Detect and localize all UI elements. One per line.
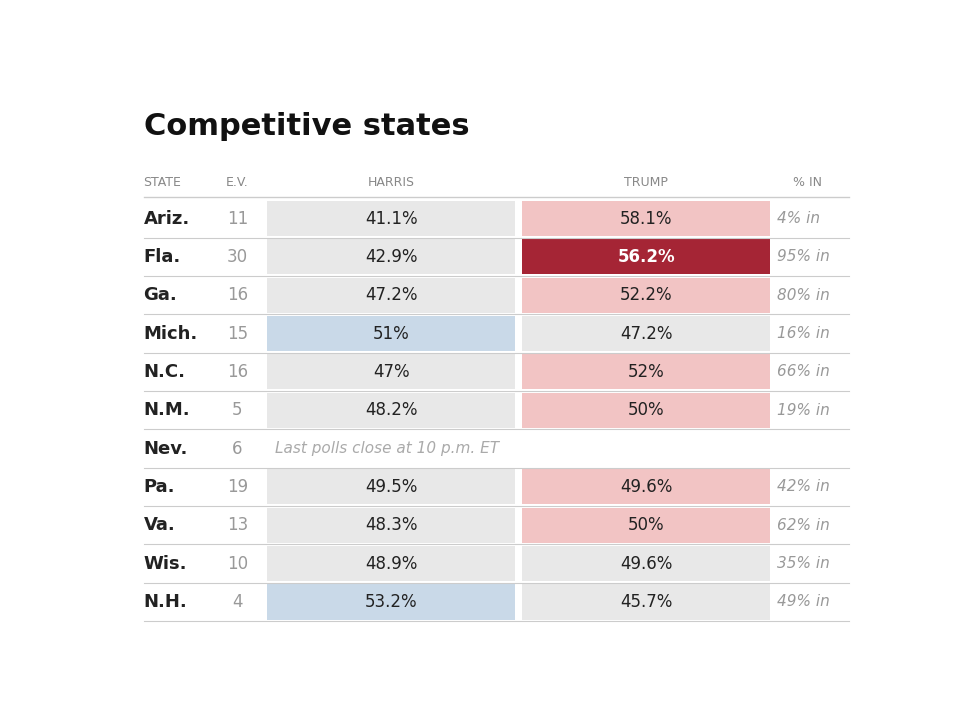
Text: 15: 15	[227, 325, 248, 343]
FancyBboxPatch shape	[523, 470, 770, 505]
Text: 41.1%: 41.1%	[365, 210, 417, 227]
Text: 50%: 50%	[628, 516, 664, 534]
Text: 10: 10	[227, 555, 248, 572]
Text: 45.7%: 45.7%	[620, 593, 673, 611]
FancyBboxPatch shape	[267, 316, 515, 351]
Text: 66% in: 66% in	[777, 365, 831, 379]
Text: 19: 19	[227, 478, 248, 496]
Text: Wis.: Wis.	[143, 555, 187, 572]
Text: 4% in: 4% in	[777, 211, 821, 226]
FancyBboxPatch shape	[267, 393, 515, 428]
Text: 47%: 47%	[373, 363, 409, 381]
Text: Ariz.: Ariz.	[143, 210, 190, 227]
Text: N.M.: N.M.	[143, 401, 190, 420]
Text: 49.5%: 49.5%	[365, 478, 417, 496]
Text: 62% in: 62% in	[777, 517, 831, 533]
Text: Nev.: Nev.	[143, 439, 188, 458]
Text: Pa.: Pa.	[143, 478, 175, 496]
Text: 16: 16	[227, 363, 248, 381]
FancyBboxPatch shape	[523, 239, 770, 275]
FancyBboxPatch shape	[267, 239, 515, 275]
FancyBboxPatch shape	[267, 508, 515, 543]
Text: % IN: % IN	[793, 175, 822, 189]
FancyBboxPatch shape	[523, 201, 770, 236]
Text: 52.2%: 52.2%	[620, 287, 673, 304]
Text: 53.2%: 53.2%	[365, 593, 417, 611]
Text: STATE: STATE	[143, 175, 181, 189]
Text: 13: 13	[227, 516, 248, 534]
Text: Va.: Va.	[143, 516, 175, 534]
Text: 16: 16	[227, 287, 248, 304]
Text: 48.2%: 48.2%	[365, 401, 417, 420]
Text: Competitive states: Competitive states	[143, 112, 469, 141]
Text: N.C.: N.C.	[143, 363, 186, 381]
Text: Last polls close at 10 p.m. ET: Last polls close at 10 p.m. ET	[275, 441, 499, 456]
Text: 56.2%: 56.2%	[618, 248, 675, 266]
Text: 42.9%: 42.9%	[365, 248, 417, 266]
FancyBboxPatch shape	[523, 393, 770, 428]
FancyBboxPatch shape	[267, 546, 515, 582]
Text: 49.6%: 49.6%	[620, 478, 673, 496]
FancyBboxPatch shape	[523, 316, 770, 351]
Text: 49% in: 49% in	[777, 594, 831, 610]
Text: 58.1%: 58.1%	[620, 210, 673, 227]
FancyBboxPatch shape	[267, 354, 515, 389]
Text: 11: 11	[227, 210, 248, 227]
Text: 48.9%: 48.9%	[365, 555, 417, 572]
FancyBboxPatch shape	[267, 470, 515, 505]
Text: Mich.: Mich.	[143, 325, 197, 343]
Text: 47.2%: 47.2%	[620, 325, 673, 343]
Text: TRUMP: TRUMP	[624, 175, 668, 189]
Text: 48.3%: 48.3%	[365, 516, 417, 534]
Text: 50%: 50%	[628, 401, 664, 420]
Text: 95% in: 95% in	[777, 249, 831, 265]
Text: 19% in: 19% in	[777, 403, 831, 417]
FancyBboxPatch shape	[523, 354, 770, 389]
Text: 42% in: 42% in	[777, 479, 831, 494]
FancyBboxPatch shape	[523, 508, 770, 543]
Text: 5: 5	[232, 401, 243, 420]
Text: HARRIS: HARRIS	[368, 175, 414, 189]
FancyBboxPatch shape	[523, 277, 770, 313]
FancyBboxPatch shape	[523, 546, 770, 582]
Text: N.H.: N.H.	[143, 593, 187, 611]
FancyBboxPatch shape	[267, 277, 515, 313]
Text: 52%: 52%	[628, 363, 664, 381]
Text: 49.6%: 49.6%	[620, 555, 673, 572]
Text: 47.2%: 47.2%	[365, 287, 417, 304]
Text: Fla.: Fla.	[143, 248, 181, 266]
Text: 51%: 51%	[373, 325, 409, 343]
Text: Ga.: Ga.	[143, 287, 177, 304]
FancyBboxPatch shape	[267, 201, 515, 236]
Text: 4: 4	[232, 593, 243, 611]
Text: 16% in: 16% in	[777, 326, 831, 341]
FancyBboxPatch shape	[267, 584, 515, 620]
Text: 6: 6	[232, 439, 243, 458]
Text: 35% in: 35% in	[777, 556, 831, 571]
FancyBboxPatch shape	[523, 584, 770, 620]
Text: 30: 30	[227, 248, 248, 266]
Text: E.V.: E.V.	[226, 175, 249, 189]
Text: 80% in: 80% in	[777, 288, 831, 303]
